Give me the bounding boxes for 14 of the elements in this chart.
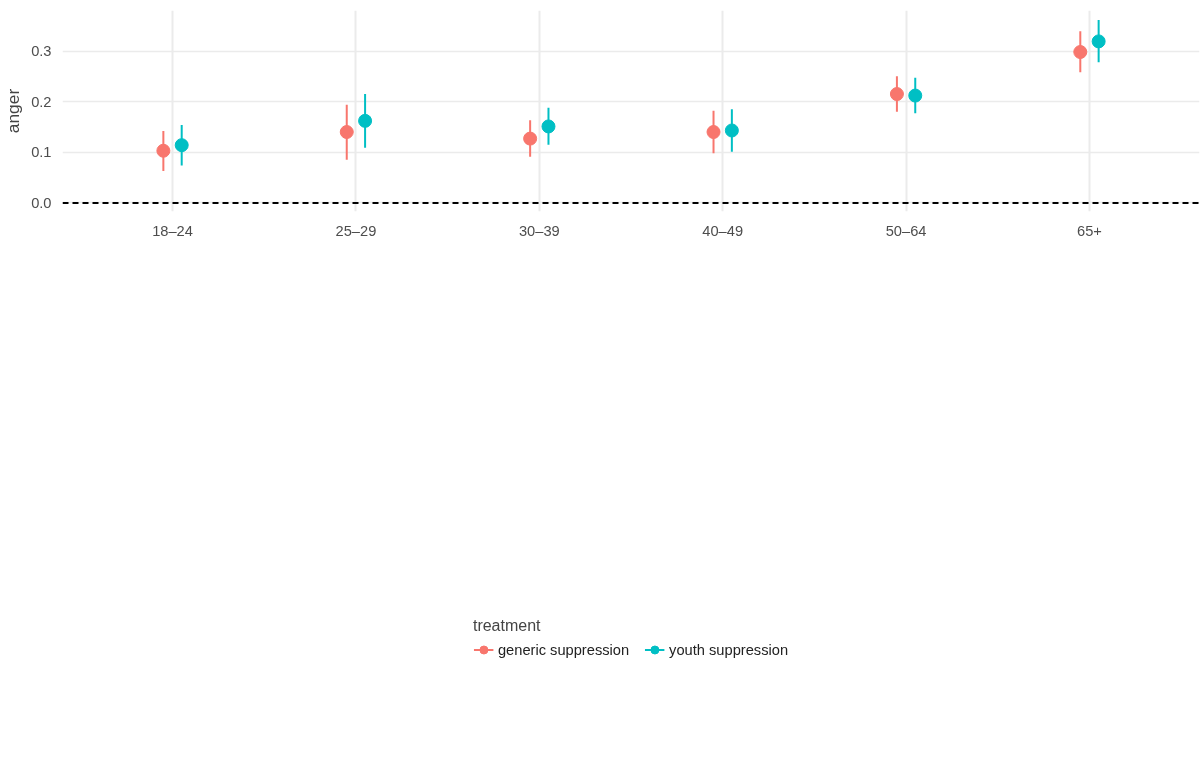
x-tick-label: 30–39 <box>518 222 560 239</box>
y-tick-label: 0.1 <box>31 144 52 161</box>
y-axis-title: anger <box>3 88 24 134</box>
x-tick-label: 25–29 <box>335 222 377 239</box>
legend-title: treatment <box>472 616 542 634</box>
legend-label: youth suppression <box>669 641 789 657</box>
y-tick-label: 0.0 <box>31 194 52 211</box>
x-tick-label: 40–49 <box>702 222 744 239</box>
legend-label: generic suppression <box>497 641 630 657</box>
x-tick-label: 18–24 <box>152 222 193 239</box>
x-tick-label: 50–64 <box>885 222 927 239</box>
y-tick-label: 0.2 <box>31 93 52 110</box>
x-tick-label: 65+ <box>1077 222 1102 239</box>
y-tick-label: 0.3 <box>31 43 52 59</box>
